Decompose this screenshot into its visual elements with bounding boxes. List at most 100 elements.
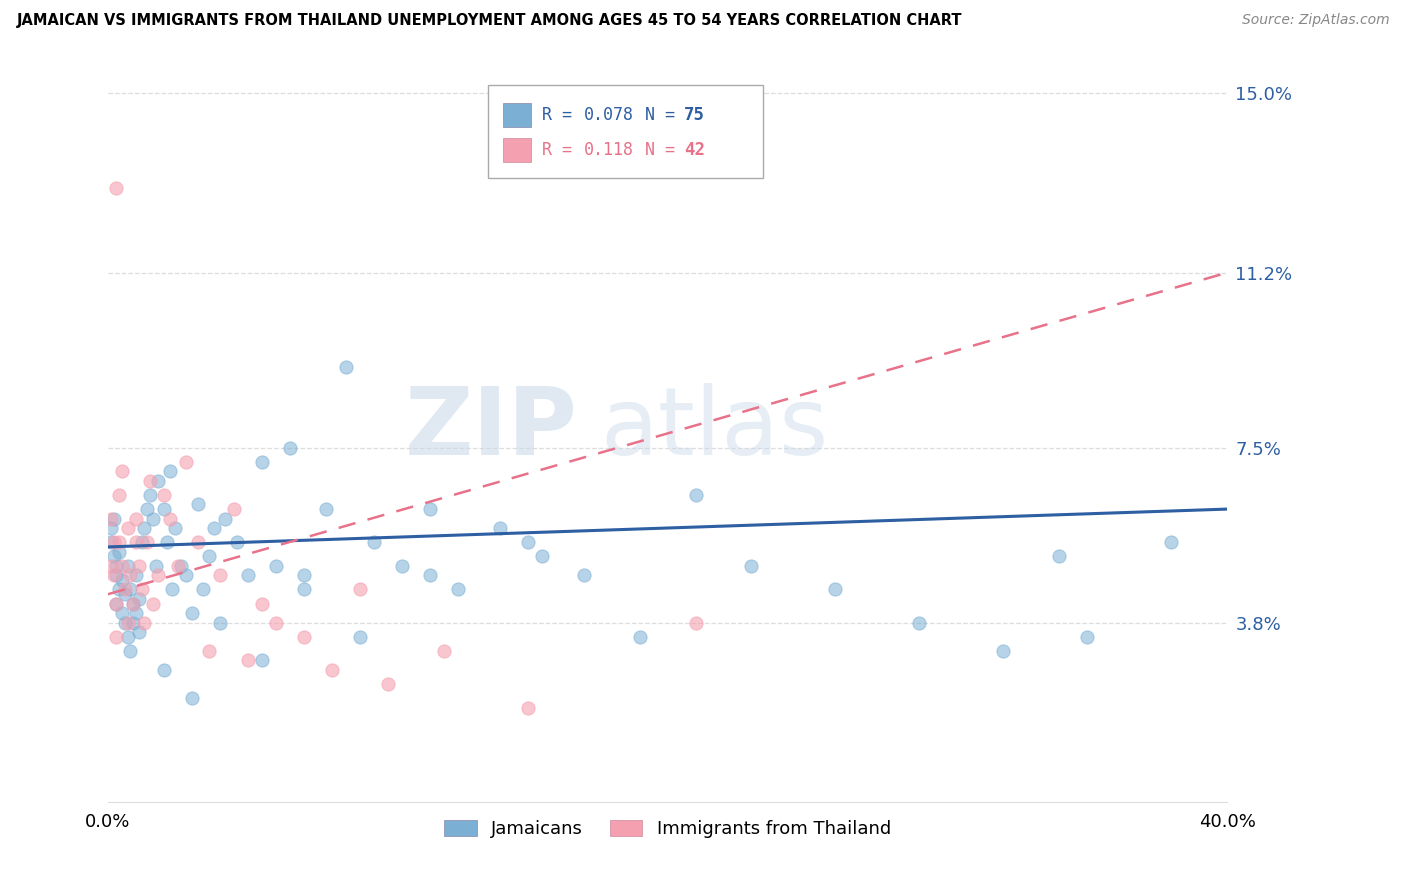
Point [114,582,136,597]
Point [264,615,287,630]
Point [181,606,204,620]
Point [142,597,165,611]
Point [349,630,371,644]
Point [156,535,179,549]
Point [530,549,553,564]
Point [236,568,259,582]
Point [131,535,153,549]
Point [176,568,198,582]
Point [159,464,181,478]
Point [139,474,162,488]
Point [197,644,219,658]
Point [120,568,142,582]
Point [145,558,167,573]
Point [105,597,128,611]
Point [100,511,122,525]
Point [292,630,315,644]
Point [100,558,122,573]
Point [222,502,245,516]
Point [208,568,231,582]
Point [111,558,134,573]
Point [159,511,181,525]
Point [208,615,231,630]
Point [292,568,315,582]
Point [197,549,219,564]
Point [125,511,148,525]
Point [250,455,273,469]
Point [250,597,273,611]
Point [111,606,134,620]
Point [391,558,413,573]
Text: atlas: atlas [600,383,828,475]
Point [105,630,128,644]
Point [105,597,128,611]
Point [1160,535,1182,549]
Point [824,582,846,597]
Text: R =: R = [543,106,582,124]
Point [125,535,148,549]
Point [516,535,538,549]
Text: ZIP: ZIP [405,383,578,475]
Point [142,511,165,525]
Point [186,497,208,511]
Point [993,644,1015,658]
Point [250,653,273,667]
Point [100,521,122,535]
Point [225,535,247,549]
Point [278,441,301,455]
Point [1076,630,1098,644]
Point [128,558,150,573]
Point [162,582,184,597]
Text: 0.078: 0.078 [583,106,634,124]
Point [125,606,148,620]
Text: Source: ZipAtlas.com: Source: ZipAtlas.com [1241,13,1389,28]
Text: 42: 42 [685,141,706,159]
Point [740,558,762,573]
Point [433,644,456,658]
Text: JAMAICAN VS IMMIGRANTS FROM THAILAND UNEMPLOYMENT AMONG AGES 45 TO 54 YEARS CORR: JAMAICAN VS IMMIGRANTS FROM THAILAND UNE… [17,13,962,29]
Point [377,677,399,691]
Point [128,625,150,640]
Point [105,180,128,194]
Text: R =: R = [543,141,582,159]
Point [170,558,193,573]
Point [108,582,131,597]
Point [103,535,125,549]
Point [122,597,145,611]
Point [363,535,385,549]
Point [103,568,125,582]
Point [191,582,214,597]
Point [214,511,236,525]
Point [122,597,145,611]
Point [105,568,128,582]
Point [114,615,136,630]
Text: N =: N = [645,106,685,124]
Point [111,464,134,478]
Point [349,582,371,597]
Point [139,488,162,502]
Point [108,488,131,502]
Point [236,653,259,667]
Point [114,587,136,601]
Point [516,700,538,714]
Point [103,511,125,525]
Point [136,535,159,549]
Point [153,663,176,677]
Point [136,502,159,516]
Point [165,521,187,535]
Point [685,615,707,630]
Point [131,582,153,597]
Point [572,568,595,582]
FancyBboxPatch shape [503,138,531,162]
Point [108,535,131,549]
Point [128,591,150,606]
Point [419,502,441,516]
Point [315,502,337,516]
Point [321,663,343,677]
Point [419,568,441,582]
Point [908,615,931,630]
Point [100,535,122,549]
Point [488,521,510,535]
Point [335,360,357,375]
Point [167,558,190,573]
